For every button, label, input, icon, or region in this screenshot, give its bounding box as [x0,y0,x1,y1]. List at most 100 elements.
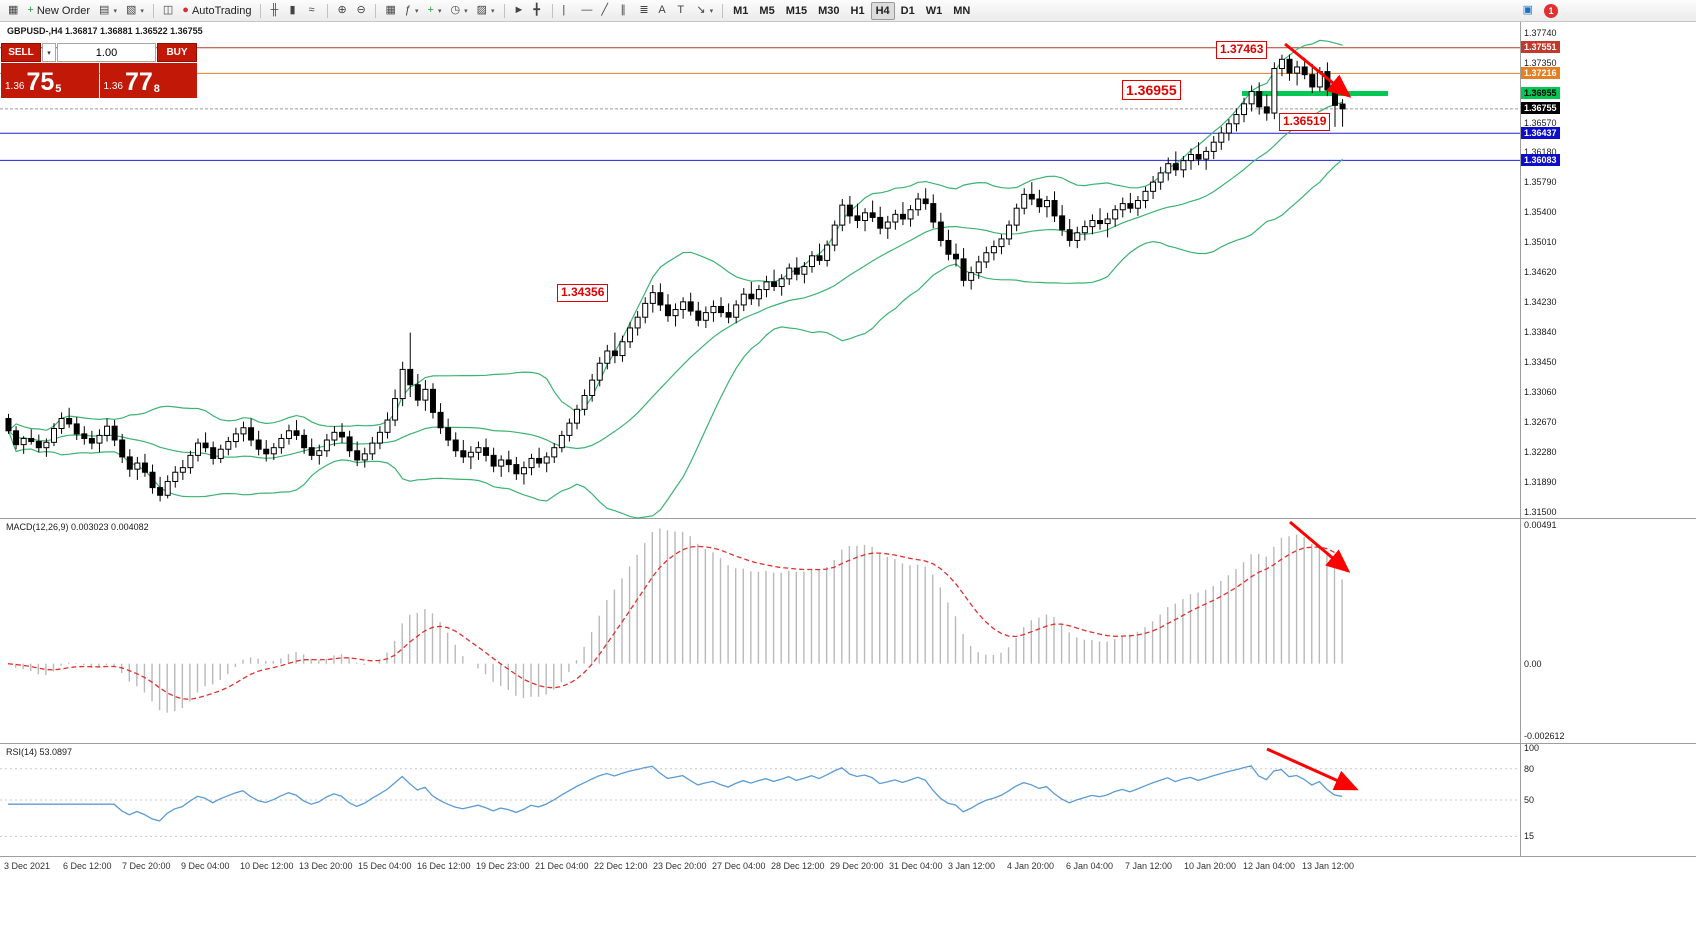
tf-w1-button[interactable]: W1 [921,2,948,20]
community-button[interactable]: ▣ [1519,2,1537,20]
candle [771,281,778,288]
period-button[interactable]: ◷ ▾ [446,2,471,20]
candle [725,312,732,318]
period-icon: ◷ [450,4,461,16]
new-chart-button[interactable]: ▤ ▾ [95,2,121,20]
buy-price[interactable]: 1.36 77 8 [99,63,197,98]
volume-dropdown[interactable]: ▾ [42,43,56,62]
bar-chart-button[interactable]: ╫ [266,2,284,20]
equidistant-channel-button[interactable]: ∥ [616,2,634,20]
tf-mn-button[interactable]: MN [948,2,975,20]
tf-m15-button[interactable]: M15 [781,2,812,20]
candle [467,451,474,458]
candle [664,304,671,317]
candle [1036,198,1043,208]
trend-arrow[interactable] [1266,747,1359,791]
new-order-button[interactable]: + New Order [23,2,94,20]
sell-price[interactable]: 1.36 75 5 [1,63,99,98]
new-order-label: New Order [36,4,91,17]
candle [740,293,747,306]
trend-arrow[interactable] [1289,520,1351,573]
profiles-button[interactable]: ▧ ▾ [122,2,148,20]
candle [968,272,975,281]
tf-m5-button[interactable]: M5 [754,2,779,20]
line-chart-button[interactable]: ≈ [304,2,322,20]
new-chart-icon: ▤ [99,4,110,16]
autotrading-button[interactable]: ● AutoTrading [178,2,255,20]
notifications-button[interactable]: 1 [1540,2,1562,20]
candle [581,394,588,410]
tf-m30-button[interactable]: M30 [813,2,844,20]
add-object-button[interactable]: + ▾ [424,2,446,20]
candle [990,246,997,254]
candle [1233,114,1240,125]
price-label-annotation[interactable]: 1.37463 [1216,41,1268,59]
candle [915,198,922,211]
tf-h1-button[interactable]: H1 [846,2,870,20]
cursor-button[interactable]: ► [510,2,529,20]
tile-windows-button[interactable]: ▦ [381,2,399,20]
candle [1332,89,1338,106]
price-axis-label: 1.33060 [1524,386,1557,397]
candle [1006,224,1013,240]
tf-d1-button[interactable]: D1 [896,2,920,20]
time-axis-label: 29 Dec 20:00 [830,861,884,871]
horizontal-level-lines[interactable] [0,47,1520,161]
candle [1013,207,1020,226]
tf-m1-label: M1 [733,4,749,17]
crosshair-button[interactable]: ╋ [529,2,547,20]
candle [354,450,361,461]
candlestick-chart-button[interactable]: ▮ [285,2,303,20]
indicators-button[interactable]: ƒ ▾ [401,2,423,20]
trendline-button[interactable]: ╱ [597,2,615,20]
price-label-annotation[interactable]: 1.34356 [557,284,609,302]
chevron-down-icon: ▾ [709,7,714,15]
candle [1241,103,1248,116]
price-label-annotation[interactable]: 1.36955 [1122,80,1181,101]
candle [657,292,664,306]
notification-badge: 1 [1544,3,1558,18]
time-axis-label: 6 Jan 04:00 [1066,861,1114,871]
candle [922,198,929,205]
chevron-down-icon: ▾ [437,7,442,15]
buy-button[interactable]: BUY [157,43,197,62]
arrow-objects-button[interactable]: ↘ ▾ [692,2,717,20]
fibonacci-button[interactable]: ≣ [635,2,653,20]
candle [1081,226,1088,234]
volume-input[interactable] [57,43,156,62]
candle [225,441,232,450]
text-label-button[interactable]: T [673,2,691,20]
vertical-line-button[interactable]: | [558,2,576,20]
candle [877,216,884,229]
candle [483,447,490,456]
chevron-down-icon: ▾ [491,7,495,15]
macd-axis-label: 0.00 [1524,658,1542,669]
candle [786,267,793,280]
zoom-out-button[interactable]: ⊖ [352,2,370,20]
trend-arrow[interactable] [1284,42,1352,98]
buy-price-pip: 8 [153,82,160,95]
price-label-annotation[interactable]: 1.36519 [1279,113,1331,131]
sell-button[interactable]: SELL [1,43,41,62]
candle [907,209,914,220]
candle [96,434,103,444]
toolbar-separator [152,3,154,18]
price-axis-label: 1.37740 [1524,27,1557,38]
candle [884,221,891,229]
candle [308,447,315,456]
tf-m1-button[interactable]: M1 [728,2,753,20]
templates-button[interactable]: ▨ ▾ [473,2,499,20]
candle [854,215,861,221]
candle [157,487,164,496]
price-axis-label: 1.34230 [1524,297,1557,308]
symbols-button[interactable]: ▦ [4,2,22,20]
tf-h1-label: H1 [850,4,865,17]
text-button[interactable]: A [654,2,672,20]
zoom-in-button[interactable]: ⊕ [333,2,351,20]
toolbar-separator [722,3,724,18]
text-icon: A [658,4,666,16]
expert-advisors-button[interactable]: ◫ [159,2,177,20]
tf-h4-button[interactable]: H4 [870,1,895,20]
candle [1112,209,1119,220]
horizontal-line-button[interactable]: — [577,2,596,20]
